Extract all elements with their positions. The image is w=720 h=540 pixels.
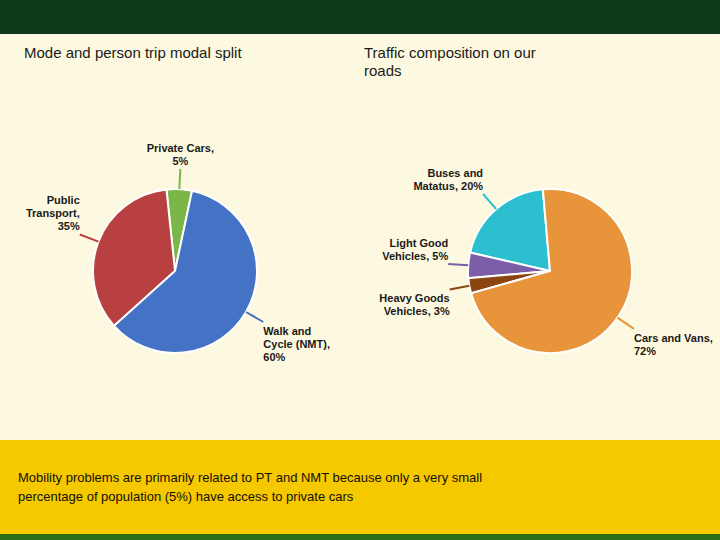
- html-text:Traffic composition on our roa: Traffic composition on our roads: [364, 44, 536, 79]
- svg-text:PublicTransport,35%: PublicTransport,35%: [26, 194, 80, 232]
- svg-text:Walk andCycle (NMT),60%: Walk andCycle (NMT),60%: [263, 325, 330, 363]
- html-text:Mode and person trip modal spl: Mode and person trip modal split: [24, 44, 242, 61]
- html-text:Mobility problems are primaril: Mobility problems are primarily related …: [18, 470, 483, 504]
- svg-text:Light GoodVehicles, 5%: Light GoodVehicles, 5%: [382, 237, 448, 262]
- svg-text:Private Cars,5%: Private Cars,5%: [147, 142, 214, 167]
- svg-text:Heavy GoodsVehicles, 3%: Heavy GoodsVehicles, 3%: [379, 292, 450, 317]
- svg-text:Cars and Vans,72%: Cars and Vans,72%: [634, 332, 712, 357]
- svg-text:Buses andMatatus, 20%: Buses andMatatus, 20%: [413, 167, 483, 192]
